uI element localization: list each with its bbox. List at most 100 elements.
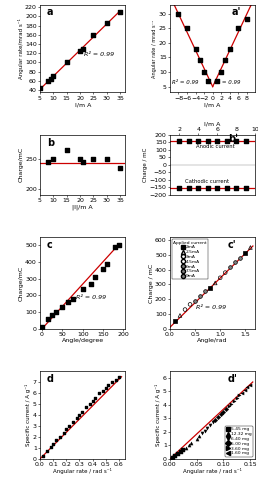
Point — [173, 452, 177, 460]
Point — [240, 389, 244, 397]
Y-axis label: Charge/mC: Charge/mC — [19, 147, 24, 183]
Point — [215, 184, 220, 192]
Point — [205, 424, 209, 432]
Point — [208, 284, 212, 292]
Point — [84, 403, 88, 411]
Point — [105, 260, 109, 268]
Y-axis label: Angular rate / mrad s⁻¹: Angular rate / mrad s⁻¹ — [152, 20, 157, 78]
Text: R² = 0.99: R² = 0.99 — [172, 80, 198, 85]
Point — [101, 265, 105, 272]
Point — [50, 312, 54, 319]
Point — [54, 308, 58, 316]
Point — [70, 295, 75, 303]
Point — [177, 184, 181, 192]
Point — [238, 254, 243, 262]
Point — [211, 419, 215, 426]
Point — [176, 10, 181, 17]
Point — [89, 280, 93, 288]
Point — [213, 416, 217, 424]
X-axis label: Angle/rad: Angle/rad — [197, 338, 228, 343]
Legend: 5.45 mg, 12.32 mg, 6.40 mg, 5.00 mg, 3.60 mg, 1.60 mg: 5.45 mg, 12.32 mg, 6.40 mg, 5.00 mg, 3.6… — [225, 426, 253, 456]
Point — [60, 303, 64, 311]
Point — [64, 426, 68, 433]
Text: c: c — [47, 240, 53, 250]
Point — [105, 19, 109, 27]
Point — [198, 57, 202, 64]
Point — [232, 397, 236, 405]
X-axis label: I/m A: I/m A — [75, 102, 91, 107]
Point — [65, 146, 69, 154]
Point — [91, 155, 95, 163]
Point — [223, 269, 227, 276]
Point — [81, 45, 85, 53]
Point — [44, 447, 49, 455]
Point — [178, 312, 182, 319]
Point — [91, 397, 95, 405]
Point — [51, 440, 55, 447]
Point — [196, 184, 200, 192]
Point — [234, 137, 238, 145]
Point — [248, 381, 252, 388]
Point — [51, 155, 55, 163]
Point — [193, 297, 197, 305]
Point — [183, 306, 187, 313]
Y-axis label: Specific current / A g⁻¹: Specific current / A g⁻¹ — [155, 384, 161, 446]
Text: d: d — [47, 374, 54, 384]
Point — [81, 158, 85, 166]
Point — [46, 77, 50, 85]
Point — [71, 418, 75, 426]
Text: R² = 0.99: R² = 0.99 — [196, 305, 226, 310]
Point — [203, 287, 207, 295]
Point — [40, 323, 44, 331]
Point — [237, 392, 241, 399]
Point — [117, 373, 121, 381]
Point — [219, 411, 223, 418]
X-axis label: Angular rate / rad s⁻¹: Angular rate / rad s⁻¹ — [53, 469, 112, 474]
Point — [206, 77, 211, 85]
Point — [243, 386, 247, 394]
Point — [93, 273, 97, 281]
Point — [93, 394, 97, 401]
Point — [244, 137, 248, 145]
Point — [62, 429, 66, 437]
Text: Anodic current: Anodic current — [196, 144, 234, 149]
Point — [195, 435, 199, 442]
Point — [117, 242, 122, 249]
Point — [228, 45, 232, 53]
Point — [65, 58, 69, 66]
Point — [245, 384, 249, 391]
Point — [184, 444, 188, 452]
Point — [228, 264, 232, 271]
Point — [118, 164, 122, 171]
Point — [215, 77, 219, 85]
Point — [46, 158, 50, 166]
X-axis label: |I|/m A: |I|/m A — [72, 204, 93, 210]
X-axis label: I/m A: I/m A — [205, 121, 221, 127]
Point — [81, 285, 85, 293]
Text: b': b' — [228, 134, 238, 144]
Point — [243, 249, 247, 256]
Point — [202, 68, 206, 76]
Point — [187, 185, 191, 192]
Point — [235, 394, 239, 402]
Point — [196, 137, 200, 145]
Point — [233, 258, 237, 266]
Point — [58, 433, 62, 441]
Point — [106, 382, 110, 389]
Point — [46, 315, 50, 323]
Y-axis label: Specific current / A g⁻¹: Specific current / A g⁻¹ — [25, 384, 31, 446]
Text: a: a — [47, 7, 53, 17]
Point — [198, 292, 202, 299]
X-axis label: Angular rate / rad s⁻¹: Angular rate / rad s⁻¹ — [183, 469, 242, 474]
Point — [188, 300, 192, 308]
Text: R² = 0.99: R² = 0.99 — [214, 80, 241, 85]
Point — [208, 421, 212, 429]
Point — [179, 448, 183, 456]
Text: Cathodic current: Cathodic current — [185, 179, 229, 184]
Point — [206, 185, 210, 192]
Point — [224, 405, 228, 413]
Point — [229, 400, 233, 408]
Point — [51, 72, 55, 80]
Point — [200, 429, 204, 437]
Point — [244, 184, 248, 192]
